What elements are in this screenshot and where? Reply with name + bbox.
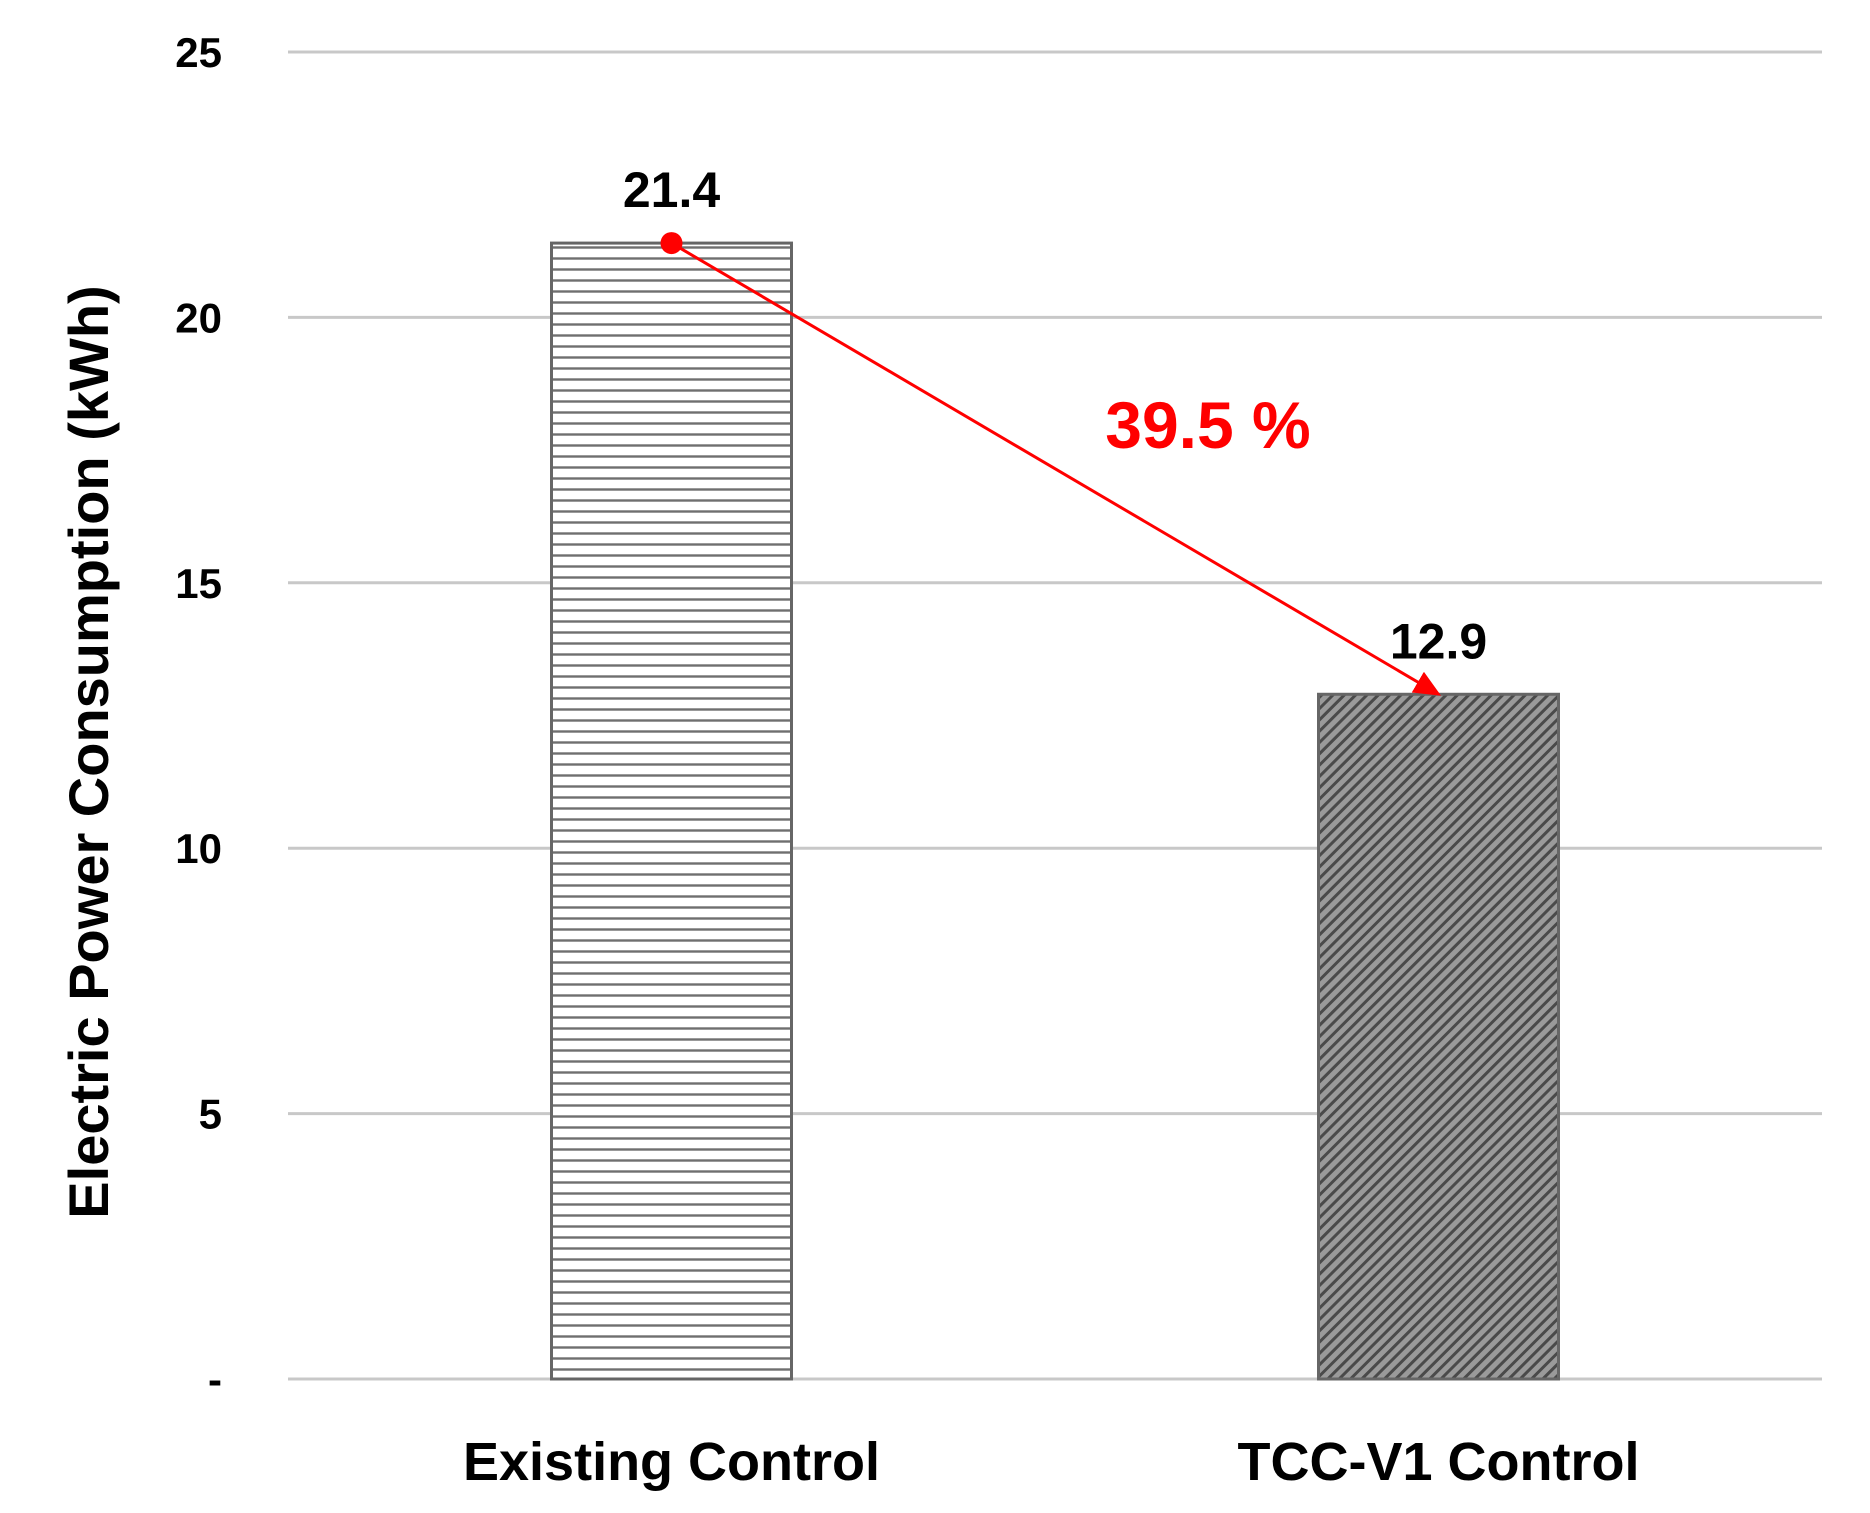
y-tick-label: 20 [175, 294, 222, 341]
category-labels: Existing Control TCC-V1 Control [463, 1432, 1639, 1492]
y-axis-ticks: - 5 10 15 20 25 [175, 29, 222, 1403]
reduction-arrow [660, 232, 1442, 696]
bars [550, 241, 1560, 1381]
arrow-line [670, 241, 1442, 696]
y-tick-label: 10 [175, 825, 222, 872]
data-labels: 21.4 12.9 [623, 162, 1487, 669]
bar [1317, 692, 1560, 1381]
reduction-annotation: 39.5 % [1105, 388, 1310, 462]
y-tick-label: - [208, 1356, 222, 1403]
y-axis-title: Electric Power Consumption (kWh) [57, 285, 120, 1218]
bar-value-label: 12.9 [1390, 613, 1487, 669]
x-category-label: Existing Control [463, 1432, 880, 1492]
x-category-label: TCC-V1 Control [1238, 1432, 1640, 1492]
bar-value-label: 21.4 [623, 162, 721, 218]
y-tick-label: 15 [175, 560, 222, 607]
gridlines [288, 50, 1822, 1381]
y-tick-label: 25 [175, 29, 222, 76]
bar [550, 241, 793, 1381]
y-tick-label: 5 [199, 1091, 222, 1138]
